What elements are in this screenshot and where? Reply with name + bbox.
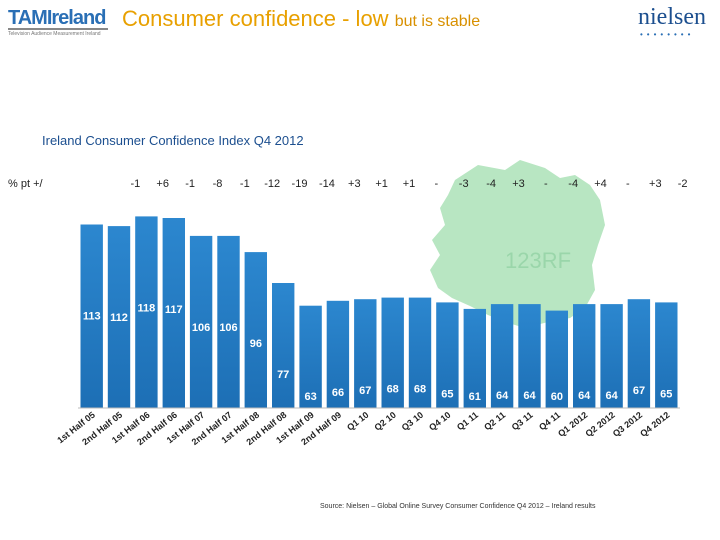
bar-q3-10	[408, 297, 432, 408]
bar-1st-half-06	[135, 216, 158, 408]
change-label: -19	[291, 178, 308, 190]
bar-value-label: 63	[304, 391, 316, 403]
bar-2nd-half-08	[272, 283, 295, 408]
bar-value-label: 67	[359, 385, 371, 397]
change-label: +3	[649, 178, 662, 190]
bar-q4-11	[545, 310, 568, 408]
change-row-label: % pt +/	[8, 178, 43, 190]
chart-subtitle: Ireland Consumer Confidence Index Q4 201…	[42, 133, 304, 148]
change-label: -1	[130, 178, 141, 190]
tam-ireland-logo: TAMIreland Television Audience Measureme…	[4, 4, 108, 38]
bar-value-label: 68	[414, 384, 426, 396]
change-label: -8	[212, 178, 223, 190]
bar-1st-half-05	[80, 224, 103, 408]
watermark: 123RF	[505, 248, 571, 273]
page-title: Consumer confidence - low but is stable	[122, 6, 480, 32]
bar-value-label: 64	[605, 390, 618, 402]
x-tick-label: Q2 10	[372, 410, 397, 433]
bar-value-label: 96	[250, 338, 262, 350]
change-label: -12	[264, 178, 281, 190]
source-note: Source: Nielsen – Global Online Survey C…	[320, 503, 596, 510]
bar-q3-11	[518, 304, 541, 408]
bar-1st-half-07	[189, 235, 213, 408]
change-label: -	[543, 178, 548, 190]
bar-2nd-half-07	[217, 235, 240, 408]
bar-2nd-half-09	[326, 300, 350, 408]
bar-value-label: 106	[219, 322, 237, 334]
change-label: +3	[348, 178, 361, 190]
tam-logo-bar	[8, 28, 108, 30]
change-label: +1	[402, 178, 416, 190]
x-tick-label: Q1 11	[455, 410, 480, 433]
change-label: -4	[486, 178, 496, 190]
bar-q2-10	[381, 297, 404, 408]
bar-value-label: 60	[551, 391, 563, 403]
bar-value-label: 65	[660, 388, 672, 400]
change-label: +4	[594, 178, 607, 190]
change-label: -	[434, 178, 439, 190]
bar-value-label: 117	[165, 304, 183, 316]
x-tick-label: Q4 10	[427, 410, 452, 433]
bar-value-label: 64	[578, 390, 591, 402]
title-main: Consumer confidence - low	[122, 6, 389, 31]
x-tick-label: Q3 10	[400, 410, 425, 433]
tam-logo-text: TAMIreland	[8, 7, 106, 29]
x-tick-label: Q2 2012	[583, 410, 616, 439]
change-label: -14	[318, 178, 335, 190]
bar-value-label: 113	[83, 311, 101, 323]
bar-q1-2012	[573, 304, 596, 408]
bar-value-label: 112	[110, 312, 128, 324]
bar-value-label: 61	[469, 391, 481, 403]
bar-value-label: 66	[332, 387, 344, 399]
change-label: +6	[156, 178, 169, 190]
change-label: +3	[512, 178, 525, 190]
bar-value-label: 118	[138, 302, 156, 314]
tam-logo-tagline: Television Audience Measurement Ireland	[8, 31, 101, 37]
bar-value-label: 64	[523, 390, 536, 402]
x-tick-label: Q4 2012	[638, 410, 671, 439]
ireland-map-icon	[430, 160, 605, 328]
bar-value-label: 106	[192, 322, 210, 334]
x-tick-label: Q1 2012	[556, 410, 589, 439]
x-tick-label: Q3 11	[510, 410, 535, 433]
change-label: -1	[185, 178, 195, 190]
x-tick-label: Q2 11	[482, 410, 507, 433]
bar-value-label: 68	[387, 384, 399, 396]
x-tick-label: Q1 10	[345, 410, 370, 433]
change-label: -1	[239, 178, 250, 190]
change-label: +1	[375, 178, 388, 190]
bar-q1-10	[354, 299, 377, 408]
bar-q3-2012	[627, 299, 651, 408]
bar-q4-2012	[655, 302, 678, 408]
bar-2nd-half-06	[162, 218, 185, 408]
change-label: -	[626, 178, 630, 190]
bar-q2-11	[490, 304, 514, 408]
bar-value-label: 64	[496, 390, 509, 402]
bar-1st-half-08	[244, 252, 267, 408]
bar-q2-2012	[600, 304, 623, 408]
title-tail: but is stable	[394, 13, 481, 30]
nielsen-logo: nielsen	[638, 4, 706, 30]
bar-value-label: 67	[633, 385, 645, 397]
bar-value-label: 77	[277, 369, 289, 381]
bar-q4-10	[436, 302, 459, 408]
x-tick-label: Q3 2012	[611, 410, 644, 439]
bar-q1-11	[463, 308, 486, 408]
change-label: -3	[458, 178, 469, 190]
bar-value-label: 65	[441, 388, 453, 400]
bar-1st-half-09	[299, 305, 322, 408]
change-label: -4	[568, 178, 579, 190]
change-label: -2	[677, 178, 688, 190]
bar-2nd-half-05	[107, 226, 131, 408]
nielsen-logo-dots: ••••••••	[640, 30, 695, 39]
